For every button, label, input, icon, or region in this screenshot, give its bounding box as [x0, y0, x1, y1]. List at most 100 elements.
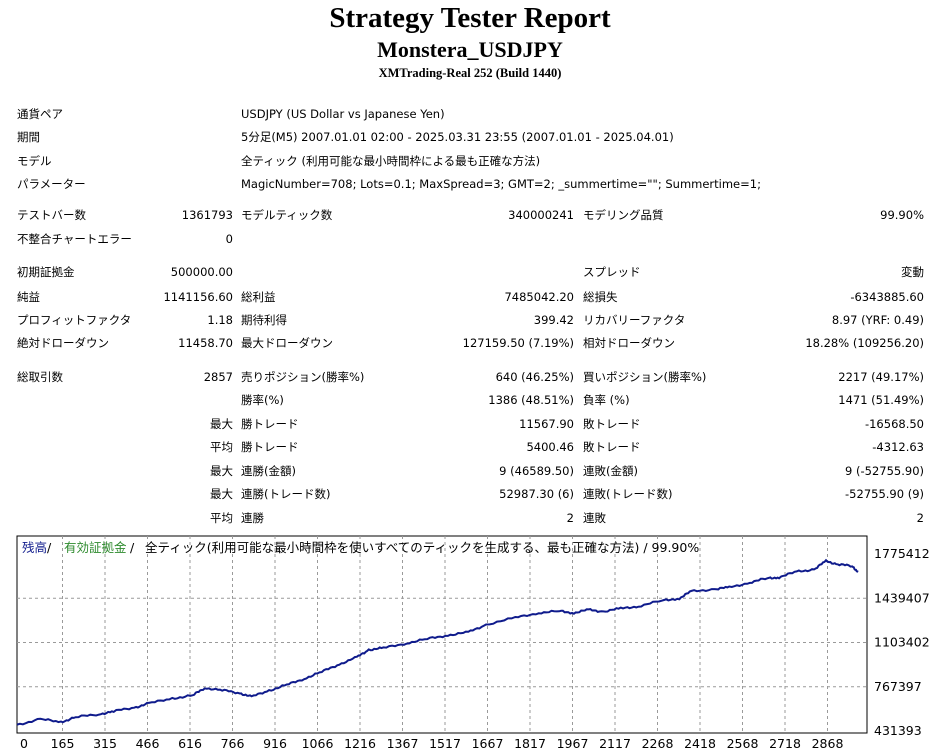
- gross-loss-value: -6343885.60: [850, 290, 924, 304]
- max-dd-label: 最大ドローダウン: [241, 336, 333, 350]
- long-value: 2217 (49.17%): [838, 370, 924, 384]
- y-tick-label: 431393: [874, 723, 922, 738]
- x-tick-label: 0: [20, 736, 28, 751]
- recovery-label: リカバリーファクタ: [583, 313, 686, 327]
- x-tick-label: 315: [93, 736, 117, 751]
- long-label: 買いポジション(勝率%): [583, 370, 707, 384]
- gross-loss-label: 総損失: [583, 290, 618, 304]
- gross-profit-value: 7485042.20: [504, 290, 574, 304]
- legend-model: 全ティック(利用可能な最小時間枠を使いすべてのティックを生成する、最も正確な方法…: [145, 540, 699, 555]
- x-tick-label: 916: [263, 736, 287, 751]
- trade-row-value: -52755.90 (9): [845, 487, 924, 501]
- info-value: USDJPY (US Dollar vs Japanese Yen): [241, 107, 445, 121]
- bars-label: テストバー数: [17, 208, 86, 222]
- trade-row-prefix: 最大: [210, 487, 233, 501]
- deposit-label: 初期証拠金: [17, 265, 75, 279]
- abs-dd-label: 絶対ドローダウン: [17, 336, 109, 350]
- rel-dd-label: 相対ドローダウン: [583, 336, 675, 350]
- server-build: XMTrading-Real 252 (Build 1440): [378, 66, 562, 80]
- errors-label: 不整合チャートエラー: [17, 232, 132, 246]
- trade-row-value: 2: [916, 511, 924, 525]
- expected-value: 399.42: [533, 313, 574, 327]
- spread-label: スプレッド: [583, 265, 641, 279]
- report-title: Strategy Tester Report: [329, 2, 611, 34]
- y-tick-label: 767397: [874, 679, 922, 694]
- spread-value: 変動: [901, 265, 924, 279]
- quality-label: モデリング品質: [583, 208, 664, 222]
- bars-value: 1361793: [181, 208, 233, 222]
- y-tick-label: 1775412: [874, 546, 930, 561]
- x-tick-label: 2718: [769, 736, 801, 751]
- info-value: 5分足(M5) 2007.01.01 02:00 - 2025.03.31 23…: [241, 130, 674, 144]
- x-axis-ticks: 0 165 315 466 616 766 916 1066 1216 1367 1517 1667 1…: [20, 736, 843, 751]
- trade-row-prefix: 平均: [210, 440, 233, 454]
- net-label: 純益: [17, 290, 40, 304]
- trade-row-value: 1471 (51.49%): [838, 393, 924, 407]
- legend-sep: /: [130, 540, 135, 555]
- max-dd-value: 127159.50 (7.19%): [462, 336, 574, 350]
- trade-row-value: 9 (-52755.90): [845, 464, 924, 478]
- trade-row-label: 連勝(トレード数): [241, 487, 331, 501]
- trade-row-label: 連敗: [583, 511, 606, 525]
- x-tick-label: 1066: [302, 736, 334, 751]
- info-label: 通貨ペア: [17, 107, 63, 121]
- total-trades-label: 総取引数: [17, 370, 63, 384]
- ticks-value: 340000241: [508, 208, 574, 222]
- x-tick-label: 2418: [684, 736, 716, 751]
- trade-row-value: 9 (46589.50): [499, 464, 574, 478]
- ticks-label: モデルティック数: [241, 208, 333, 222]
- short-value: 640 (46.25%): [495, 370, 574, 384]
- chart-frame: [16, 535, 868, 734]
- x-tick-label: 616: [178, 736, 202, 751]
- chart-grid: [17, 536, 867, 733]
- trade-row-prefix: 最大: [210, 464, 233, 478]
- trade-row-label: 連勝(金額): [241, 464, 296, 478]
- trade-row-label: 勝トレード: [241, 440, 299, 454]
- trade-row-label: 負率 (%): [583, 393, 630, 407]
- y-tick-label: 1103402: [874, 635, 930, 650]
- trade-row-value: -16568.50: [864, 417, 924, 431]
- y-tick-label: 1439407: [874, 590, 930, 605]
- info-value: MagicNumber=708; Lots=0.1; MaxSpread=3; …: [241, 177, 761, 191]
- trade-row-label: 連勝: [241, 511, 264, 525]
- errors-value: 0: [225, 232, 233, 246]
- legend-equity: 有効証拠金: [64, 540, 127, 555]
- trade-row-label: 連敗(トレード数): [583, 487, 673, 501]
- x-tick-label: 1517: [429, 736, 461, 751]
- y-axis-ticks: 1775412 1439407 1103402 767397 431393: [874, 546, 930, 738]
- quality-value: 99.90%: [880, 208, 924, 222]
- trade-row-value: -4312.63: [872, 440, 924, 454]
- ea-name: Monstera_USDJPY: [377, 37, 563, 62]
- x-tick-label: 1667: [472, 736, 504, 751]
- x-tick-label: 2117: [599, 736, 631, 751]
- x-tick-label: 165: [51, 736, 75, 751]
- trade-row-label: 敗トレード: [583, 417, 641, 431]
- recovery-value: 8.97 (YRF: 0.49): [831, 313, 924, 327]
- trade-row-value: 52987.30 (6): [499, 487, 574, 501]
- pf-label: プロフィットファクタ: [17, 313, 132, 327]
- trade-row-prefix: 平均: [210, 511, 233, 525]
- balance-chart: 残高 / 有効証拠金 / 全ティック(利用可能な最小時間枠を使いすべてのティック…: [16, 535, 930, 751]
- x-tick-label: 1367: [387, 736, 419, 751]
- legend-balance: 残高: [22, 540, 47, 555]
- trade-row-value: 2: [566, 511, 574, 525]
- rel-dd-value: 18.28% (109256.20): [805, 336, 924, 350]
- x-tick-label: 2568: [727, 736, 759, 751]
- info-label: 期間: [17, 130, 40, 144]
- trade-row-label: 勝率(%): [241, 393, 284, 407]
- trade-row-prefix: 最大: [210, 417, 233, 431]
- x-tick-label: 1216: [344, 736, 376, 751]
- trade-row-value: 5400.46: [526, 440, 574, 454]
- x-tick-label: 766: [221, 736, 245, 751]
- trade-row-value: 1386 (48.51%): [488, 393, 574, 407]
- info-label: パラメーター: [17, 177, 86, 191]
- deposit-value: 500000.00: [170, 265, 233, 279]
- trade-row-value: 11567.90: [519, 417, 574, 431]
- pf-value: 1.18: [207, 313, 233, 327]
- balance-series-line: [16, 558, 859, 726]
- x-tick-label: 1817: [514, 736, 546, 751]
- legend-sep: /: [47, 540, 52, 555]
- info-value: 全ティック (利用可能な最小時間枠による最も正確な方法): [241, 154, 541, 168]
- trade-row-label: 敗トレード: [583, 440, 641, 454]
- x-tick-label: 2268: [642, 736, 674, 751]
